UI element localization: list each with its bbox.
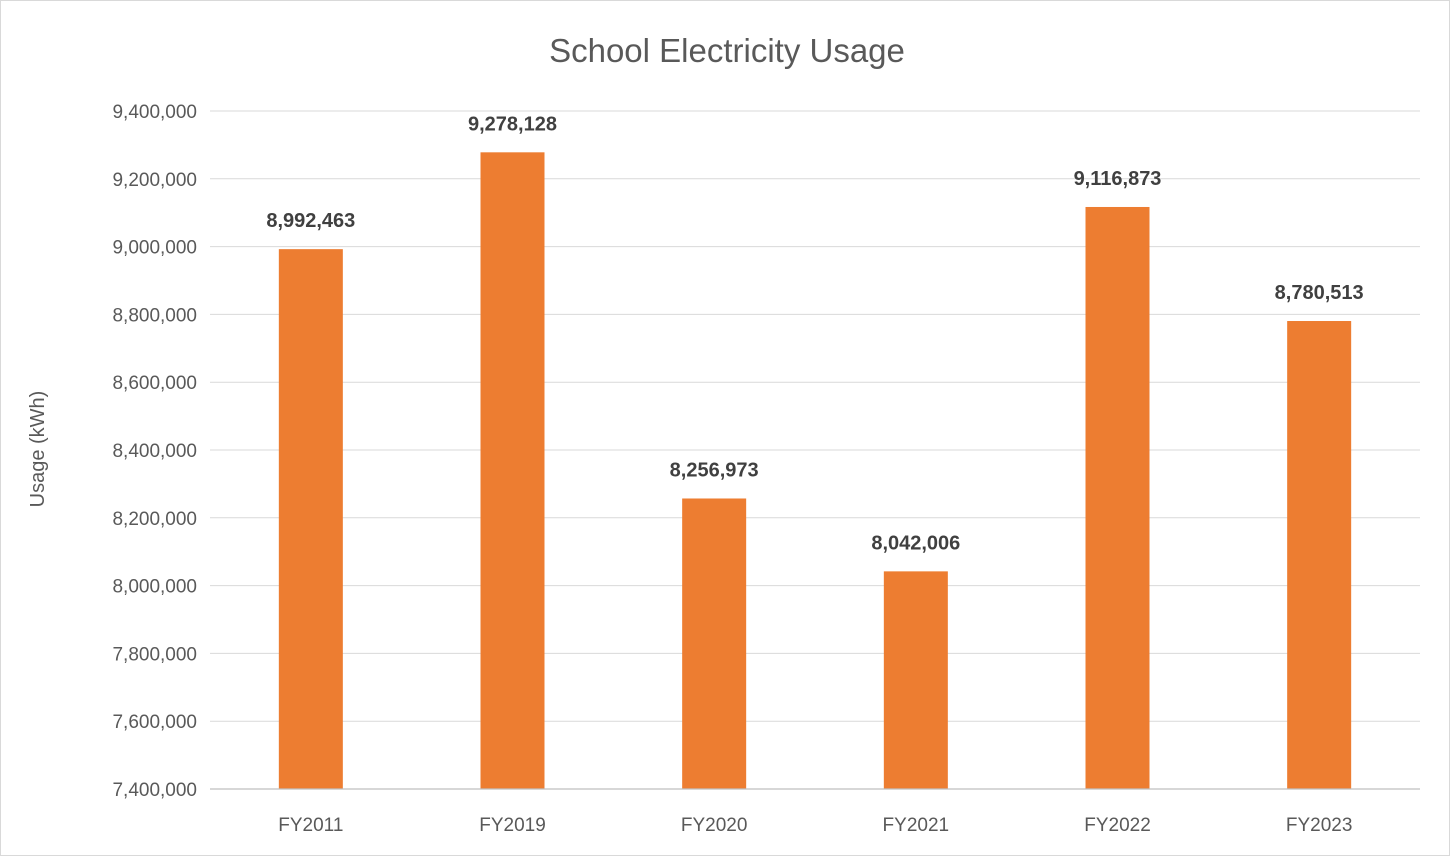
bar xyxy=(480,152,545,790)
data-labels: 8,992,463 9,278,128 8,256,973 8,042,006 9,11… xyxy=(266,113,1363,554)
y-tick-label: 9,000,000 xyxy=(112,238,197,259)
data-label: 8,780,513 xyxy=(1275,282,1364,304)
x-axis-ticks: FY2011 FY2019 FY2020 FY2021 FY2022 FY2023 xyxy=(278,815,1352,836)
bar xyxy=(883,571,948,789)
data-label: 8,256,973 xyxy=(670,459,759,481)
data-label: 8,992,463 xyxy=(266,210,355,232)
data-label: 9,278,128 xyxy=(468,113,557,135)
y-tick-label: 8,000,000 xyxy=(112,577,197,598)
y-axis-label: Usage (kWh) xyxy=(27,391,49,508)
y-axis-ticks: 7,400,000 7,600,000 7,800,000 8,000,000 8,20… xyxy=(112,102,197,801)
y-tick-label: 7,600,000 xyxy=(112,712,197,733)
data-label: 9,116,873 xyxy=(1074,168,1162,190)
y-tick-label: 8,600,000 xyxy=(112,373,197,394)
y-tick-label: 8,200,000 xyxy=(112,509,197,530)
x-tick-label: FY2022 xyxy=(1084,815,1151,836)
bar xyxy=(278,249,343,790)
y-tick-label: 7,800,000 xyxy=(112,644,197,665)
gridlines xyxy=(210,110,1420,722)
chart-title: School Electricity Usage xyxy=(549,32,905,69)
bar xyxy=(1287,321,1352,789)
data-label: 8,042,006 xyxy=(871,532,960,554)
x-tick-label: FY2023 xyxy=(1286,815,1353,836)
x-tick-label: FY2020 xyxy=(681,815,748,836)
bar xyxy=(1085,206,1150,790)
y-tick-label: 8,400,000 xyxy=(112,441,197,462)
x-tick-label: FY2021 xyxy=(883,815,950,836)
y-tick-label: 9,400,000 xyxy=(112,102,197,123)
x-tick-label: FY2019 xyxy=(479,815,546,836)
y-tick-label: 8,800,000 xyxy=(112,305,197,326)
bars xyxy=(278,152,1352,790)
bar xyxy=(682,498,747,789)
y-tick-label: 7,400,000 xyxy=(112,780,197,801)
y-tick-label: 9,200,000 xyxy=(112,170,197,191)
x-tick-label: FY2011 xyxy=(278,815,343,836)
